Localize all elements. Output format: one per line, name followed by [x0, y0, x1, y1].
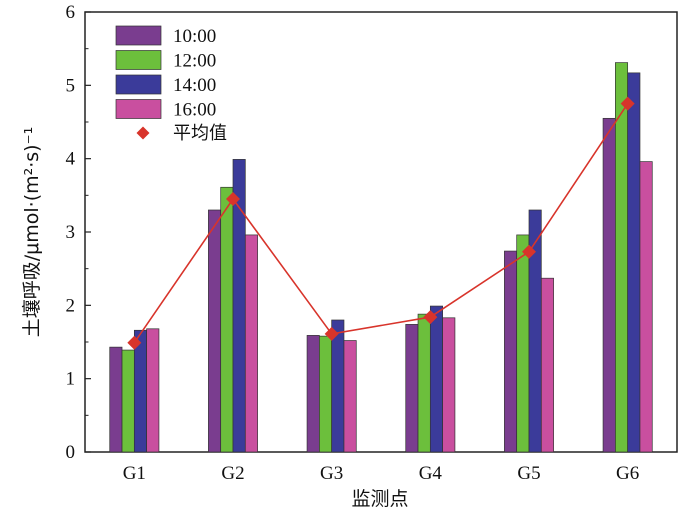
bar-1600-G1 [146, 328, 160, 453]
x-tick-label: G2 [221, 463, 244, 484]
x-tick-label: G3 [320, 463, 343, 484]
bar-1400-G6 [627, 72, 641, 453]
bar-1600-G2 [244, 234, 258, 453]
y-tick-label: 4 [66, 149, 76, 170]
average-marker-G4 [423, 310, 438, 325]
legend-label: 平均值 [173, 123, 227, 144]
bar-1000-G4 [405, 324, 419, 453]
average-marker-G3 [324, 326, 339, 341]
y-axis-title: 土壤呼吸/μmol·(m²·s)⁻¹ [21, 127, 43, 337]
legend-label: 16:00 [173, 100, 216, 121]
bar-1000-G1 [109, 346, 123, 453]
legend-swatch [115, 50, 162, 70]
y-tick-label: 2 [66, 295, 76, 316]
x-tick-label: G1 [123, 463, 146, 484]
bar-1400-G5 [528, 209, 542, 453]
bar-1600-G4 [442, 317, 456, 453]
x-tick-label: G6 [616, 463, 639, 484]
x-tick-label: G4 [419, 463, 443, 484]
legend-label: 12:00 [173, 51, 216, 72]
legend-label: 10:00 [173, 26, 216, 47]
bar-1400-G1 [133, 329, 147, 453]
y-tick-label: 5 [66, 75, 76, 96]
x-tick-label: G5 [517, 463, 540, 484]
y-tick-label: 0 [66, 442, 76, 463]
bar-series-group [109, 62, 653, 453]
y-tick-label: 3 [66, 222, 76, 243]
bar-1000-G3 [306, 335, 320, 453]
y-tick-label: 1 [66, 369, 76, 390]
bar-1200-G3 [319, 335, 333, 453]
bar-1600-G5 [540, 277, 554, 453]
bar-1400-G3 [331, 319, 345, 453]
average-marker-G5 [522, 244, 536, 259]
bar-1600-G3 [343, 340, 357, 453]
legend-swatch [115, 25, 162, 46]
legend-swatch [115, 99, 162, 119]
bar-1600-G6 [639, 161, 653, 453]
bar-1000-G5 [504, 250, 518, 453]
bar-1200-G5 [516, 234, 530, 453]
bar-1000-G2 [208, 209, 222, 453]
legend-label: 14:00 [173, 75, 216, 96]
bar-1400-G4 [429, 305, 443, 453]
bar-1200-G6 [615, 62, 629, 453]
average-marker-G2 [226, 192, 240, 206]
average-marker-G6 [620, 96, 635, 111]
average-marker-G1 [127, 335, 142, 350]
y-tick-label: 6 [66, 2, 76, 23]
legend-swatch [115, 74, 162, 95]
bar-1000-G6 [602, 117, 616, 453]
bar-1200-G1 [121, 349, 135, 453]
bar-1200-G4 [417, 313, 431, 453]
average-line [133, 103, 629, 344]
bar-1200-G2 [220, 186, 234, 453]
average-line-group [127, 96, 635, 350]
x-axis-title: 监测点 [351, 488, 408, 510]
y-axis: 0 1 2 3 4 5 6 [66, 2, 91, 463]
legend-marker-average [136, 126, 150, 140]
